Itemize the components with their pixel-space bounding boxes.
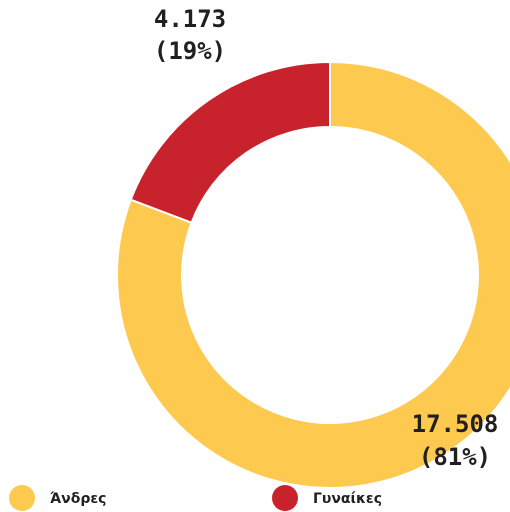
legend-swatch [272, 485, 298, 511]
legend-swatch [9, 485, 35, 511]
value-label: 17.508 [412, 410, 499, 438]
legend-label: Άνδρες [50, 491, 106, 507]
value-label: 4.173 [154, 5, 226, 33]
legend-label: Γυναίκες [313, 491, 382, 507]
percent-label: (81%) [419, 443, 491, 471]
percent-label: (19%) [154, 37, 226, 65]
donut-segment [116, 60, 510, 489]
donut-segment [129, 60, 331, 224]
